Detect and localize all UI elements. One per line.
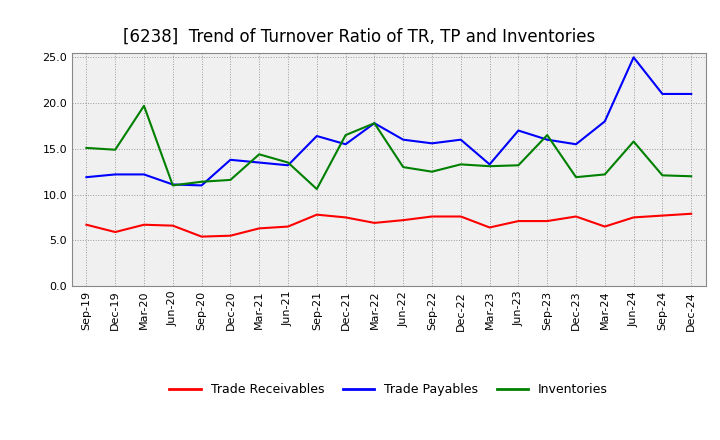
Inventories <box>82 145 91 150</box>
Inventories <box>456 162 465 167</box>
Trade Payables <box>485 162 494 167</box>
Inventories <box>485 164 494 169</box>
Inventories <box>140 103 148 109</box>
Trade Receivables <box>572 214 580 219</box>
Inventories <box>629 139 638 144</box>
Inventories <box>658 173 667 178</box>
Inventories <box>226 177 235 183</box>
Trade Payables <box>82 175 91 180</box>
Legend: Trade Receivables, Trade Payables, Inventories: Trade Receivables, Trade Payables, Inven… <box>164 378 613 401</box>
Trade Receivables <box>140 222 148 227</box>
Trade Receivables <box>687 211 696 216</box>
Trade Payables <box>572 142 580 147</box>
Trade Receivables <box>255 226 264 231</box>
Inventories <box>168 183 177 188</box>
Trade Receivables <box>168 223 177 228</box>
Trade Payables <box>456 137 465 142</box>
Trade Payables <box>514 128 523 133</box>
Trade Receivables <box>370 220 379 226</box>
Trade Receivables <box>341 215 350 220</box>
Trade Receivables <box>629 215 638 220</box>
Trade Payables <box>255 160 264 165</box>
Trade Payables <box>600 119 609 124</box>
Trade Payables <box>284 163 292 168</box>
Trade Receivables <box>485 225 494 230</box>
Trade Payables <box>111 172 120 177</box>
Trade Receivables <box>197 234 206 239</box>
Inventories <box>399 165 408 170</box>
Trade Receivables <box>658 213 667 218</box>
Line: Trade Payables: Trade Payables <box>86 57 691 185</box>
Trade Payables <box>629 55 638 60</box>
Trade Receivables <box>312 212 321 217</box>
Trade Payables <box>543 137 552 142</box>
Inventories <box>428 169 436 174</box>
Trade Receivables <box>514 218 523 224</box>
Inventories <box>312 187 321 192</box>
Trade Payables <box>399 137 408 142</box>
Trade Receivables <box>226 233 235 238</box>
Trade Receivables <box>543 218 552 224</box>
Inventories <box>255 152 264 157</box>
Inventories <box>572 175 580 180</box>
Trade Receivables <box>600 224 609 229</box>
Inventories <box>284 160 292 165</box>
Trade Receivables <box>111 229 120 235</box>
Trade Payables <box>197 183 206 188</box>
Trade Payables <box>687 92 696 97</box>
Trade Payables <box>370 121 379 126</box>
Line: Inventories: Inventories <box>86 106 691 189</box>
Inventories <box>514 163 523 168</box>
Inventories <box>600 172 609 177</box>
Inventories <box>197 179 206 184</box>
Trade Payables <box>140 172 148 177</box>
Trade Payables <box>312 133 321 139</box>
Inventories <box>341 132 350 138</box>
Trade Receivables <box>456 214 465 219</box>
Inventories <box>543 132 552 138</box>
Inventories <box>111 147 120 152</box>
Trade Payables <box>168 182 177 187</box>
Line: Trade Receivables: Trade Receivables <box>86 214 691 237</box>
Trade Payables <box>226 157 235 162</box>
Text: [6238]  Trend of Turnover Ratio of TR, TP and Inventories: [6238] Trend of Turnover Ratio of TR, TP… <box>122 28 595 46</box>
Trade Payables <box>341 142 350 147</box>
Trade Receivables <box>428 214 436 219</box>
Inventories <box>370 121 379 126</box>
Trade Payables <box>428 141 436 146</box>
Inventories <box>687 174 696 179</box>
Trade Receivables <box>284 224 292 229</box>
Trade Payables <box>658 92 667 97</box>
Trade Receivables <box>399 217 408 223</box>
Trade Receivables <box>82 222 91 227</box>
